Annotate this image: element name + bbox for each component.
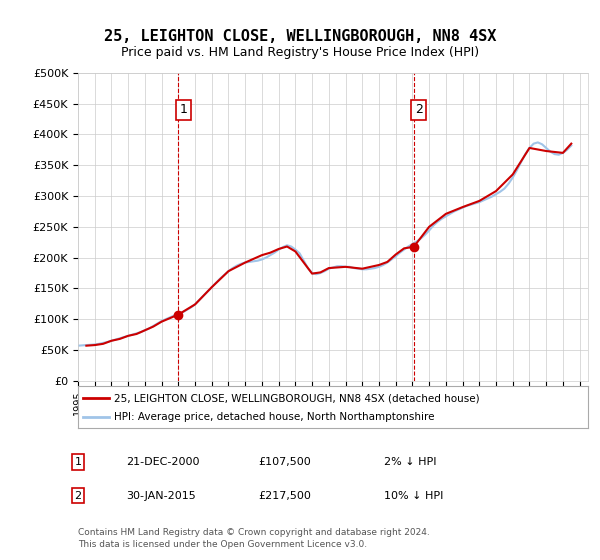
Text: £107,500: £107,500 [258, 457, 311, 467]
Text: 1: 1 [74, 457, 82, 467]
Text: 25, LEIGHTON CLOSE, WELLINGBOROUGH, NN8 4SX: 25, LEIGHTON CLOSE, WELLINGBOROUGH, NN8 … [104, 29, 496, 44]
Text: 2% ↓ HPI: 2% ↓ HPI [384, 457, 437, 467]
Text: 25, LEIGHTON CLOSE, WELLINGBOROUGH, NN8 4SX (detached house): 25, LEIGHTON CLOSE, WELLINGBOROUGH, NN8 … [114, 393, 479, 403]
Text: Contains HM Land Registry data © Crown copyright and database right 2024.
This d: Contains HM Land Registry data © Crown c… [78, 528, 430, 549]
Text: Price paid vs. HM Land Registry's House Price Index (HPI): Price paid vs. HM Land Registry's House … [121, 46, 479, 59]
Text: 2: 2 [415, 103, 423, 116]
Text: 2: 2 [74, 491, 82, 501]
Text: £217,500: £217,500 [258, 491, 311, 501]
Text: 1: 1 [179, 103, 187, 116]
Text: HPI: Average price, detached house, North Northamptonshire: HPI: Average price, detached house, Nort… [114, 412, 434, 422]
Text: 10% ↓ HPI: 10% ↓ HPI [384, 491, 443, 501]
Text: 30-JAN-2015: 30-JAN-2015 [126, 491, 196, 501]
Text: 21-DEC-2000: 21-DEC-2000 [126, 457, 199, 467]
